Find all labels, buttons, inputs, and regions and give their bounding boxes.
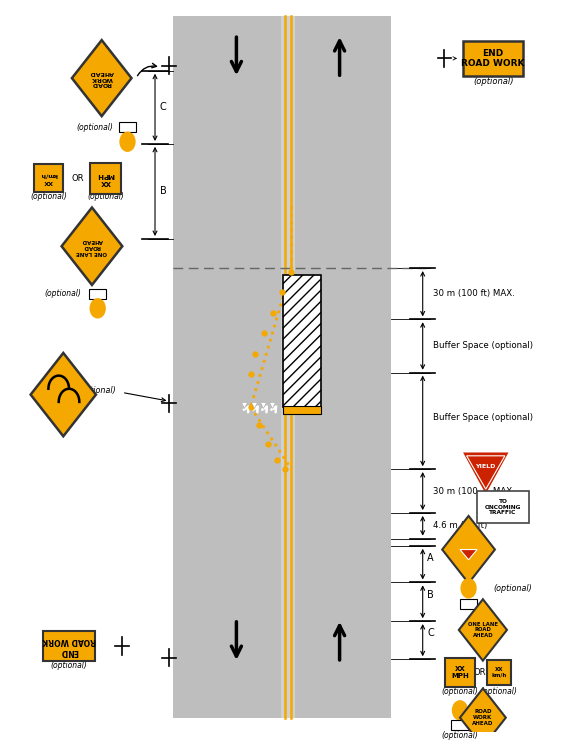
Text: 30 m (100 ft) MAX.: 30 m (100 ft) MAX. (433, 289, 515, 298)
Text: (optional): (optional) (442, 731, 479, 740)
Circle shape (120, 132, 135, 151)
Text: END
ROAD WORK: END ROAD WORK (461, 49, 525, 68)
Text: ONE LANE
ROAD
AHEAD: ONE LANE ROAD AHEAD (468, 622, 498, 638)
FancyBboxPatch shape (119, 122, 136, 132)
Text: C: C (160, 102, 166, 113)
Text: (optional): (optional) (493, 584, 532, 593)
FancyBboxPatch shape (460, 599, 477, 609)
Circle shape (453, 701, 467, 720)
Circle shape (90, 299, 105, 318)
Text: XX
km/h: XX km/h (40, 173, 57, 184)
Text: XX
MPH: XX MPH (97, 172, 115, 185)
FancyBboxPatch shape (43, 631, 95, 661)
Bar (283, 406, 321, 414)
Bar (281, 16, 295, 717)
FancyBboxPatch shape (487, 660, 511, 685)
Text: ROAD
WORK
AHEAD: ROAD WORK AHEAD (89, 70, 114, 87)
Polygon shape (31, 353, 96, 436)
Text: A: A (427, 554, 434, 563)
FancyBboxPatch shape (445, 658, 475, 687)
Circle shape (461, 579, 476, 598)
Polygon shape (460, 688, 506, 741)
FancyBboxPatch shape (90, 163, 122, 193)
Text: (optional): (optional) (473, 77, 513, 86)
Polygon shape (62, 207, 122, 285)
Polygon shape (461, 451, 511, 497)
Text: 4.6 m (15 ft): 4.6 m (15 ft) (433, 521, 487, 531)
Polygon shape (459, 599, 507, 661)
FancyBboxPatch shape (477, 491, 529, 523)
Text: (optional): (optional) (51, 660, 88, 670)
Polygon shape (442, 516, 495, 583)
Bar (295, 16, 391, 717)
Text: END
ROAD WORK: END ROAD WORK (42, 637, 96, 656)
Text: ROAD
WORK
AHEAD: ROAD WORK AHEAD (472, 709, 494, 726)
Text: YIELD: YIELD (476, 464, 496, 469)
Text: ONE LANE
ROAD
AHEAD: ONE LANE ROAD AHEAD (77, 238, 108, 254)
Text: Buffer Space (optional): Buffer Space (optional) (433, 342, 533, 350)
Text: XX
km/h: XX km/h (491, 667, 506, 678)
Text: (optional): (optional) (88, 192, 124, 201)
Text: (optional): (optional) (480, 687, 517, 696)
Text: C: C (427, 628, 434, 639)
Text: OR: OR (474, 668, 486, 677)
Text: B: B (427, 590, 434, 599)
Text: XX
MPH: XX MPH (451, 666, 469, 679)
Polygon shape (72, 40, 131, 116)
Text: TO
ONCOMING
TRAFFIC: TO ONCOMING TRAFFIC (485, 499, 521, 516)
Polygon shape (460, 550, 477, 559)
FancyBboxPatch shape (89, 289, 107, 299)
Bar (283, 276, 321, 407)
Text: 30 m (100 ft) MAX.: 30 m (100 ft) MAX. (433, 487, 515, 496)
Text: (optional): (optional) (45, 289, 82, 298)
Text: (optional): (optional) (30, 192, 67, 201)
Bar (173, 16, 391, 717)
FancyBboxPatch shape (34, 165, 63, 192)
Bar (173, 16, 281, 717)
Text: (optional): (optional) (442, 687, 479, 696)
Text: (optional): (optional) (76, 122, 113, 132)
Text: (optional): (optional) (77, 386, 116, 395)
FancyBboxPatch shape (452, 720, 468, 730)
Text: Buffer Space (optional): Buffer Space (optional) (433, 413, 533, 422)
Text: OR: OR (72, 173, 85, 183)
FancyBboxPatch shape (463, 41, 524, 76)
Text: B: B (160, 187, 166, 196)
